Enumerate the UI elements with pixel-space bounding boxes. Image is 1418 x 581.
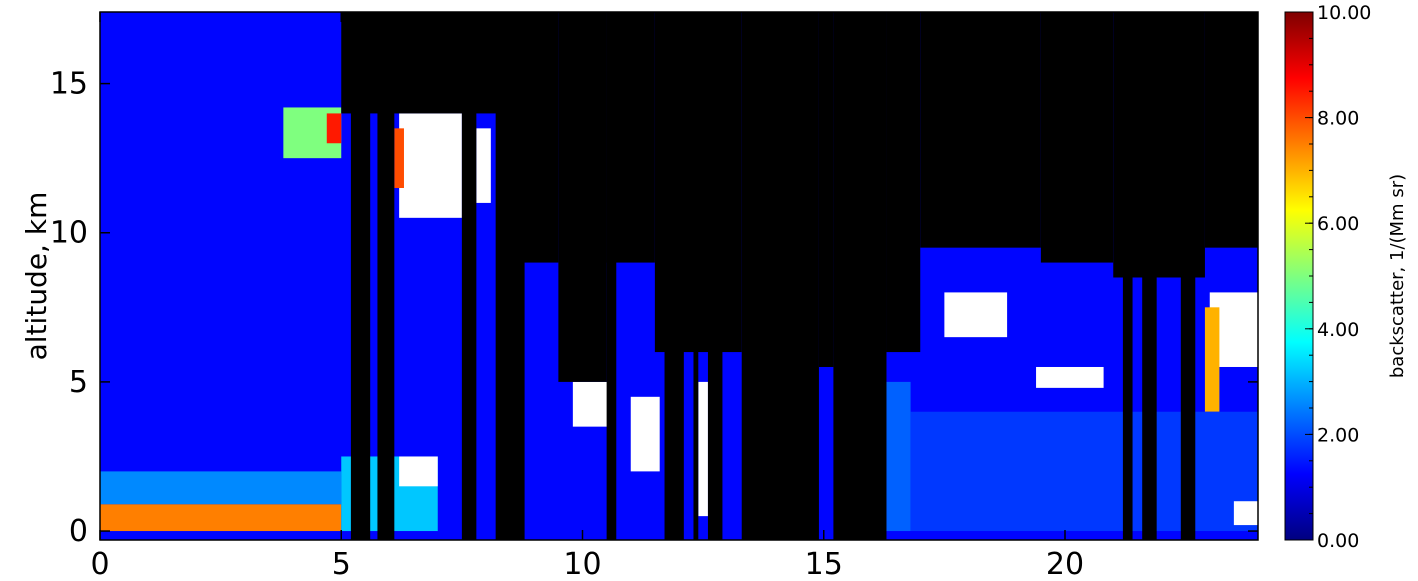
heatmap-region: [572, 381, 612, 427]
colorbar-tick-label: 0.00: [1317, 530, 1359, 552]
no-data-column: [606, 12, 617, 540]
heatmap-region: [944, 292, 1008, 338]
heatmap-region: [100, 471, 342, 505]
colorbar-title: backscatter, 1/(Mm sr): [1387, 174, 1408, 378]
no-data-column: [495, 12, 525, 540]
colorbar-tick-label: 6.00: [1317, 213, 1359, 235]
colorbar-ticks: 0.00 2.00 4.00 6.00 8.00 10.00: [1305, 2, 1371, 552]
x-tick-label: 5: [332, 547, 351, 581]
no-data-column: [707, 12, 723, 540]
heatmap-region: [399, 456, 438, 487]
no-data-region: [886, 12, 921, 353]
no-data-region: [920, 12, 1041, 248]
colorbar-tick-label: 8.00: [1317, 108, 1359, 130]
heatmap-region: [1036, 366, 1104, 388]
y-axis: 0 5 10 15: [50, 67, 1258, 549]
x-axis: 0 5 10 15 20: [90, 12, 1084, 581]
heatmap-region: [100, 504, 342, 532]
heatmap-region: [1204, 307, 1220, 412]
heatmap-region: [476, 128, 491, 203]
heatmap-region: [698, 381, 708, 517]
y-tick-label: 15: [50, 67, 88, 102]
x-tick-label: 15: [805, 547, 843, 581]
no-data-region: [558, 12, 607, 382]
no-data-column: [741, 12, 819, 540]
x-tick-label: 0: [90, 547, 109, 581]
no-data-column: [377, 12, 395, 540]
heatmap-region: [1233, 501, 1258, 526]
x-tick-label: 10: [563, 547, 601, 581]
no-data-column: [664, 12, 684, 540]
heatmap-region: [630, 396, 660, 472]
x-tick-label: 20: [1046, 547, 1084, 581]
heatmap-region: [394, 128, 404, 188]
no-data-column: [833, 12, 887, 540]
no-data-column: [693, 12, 699, 540]
colorbar: 0.00 2.00 4.00 6.00 8.00 10.00 backscatter, 1…: [1284, 2, 1408, 552]
heatmap-region: [910, 411, 1258, 532]
no-data-region: [1040, 12, 1114, 263]
no-data-column: [350, 12, 371, 540]
y-tick-label: 0: [69, 514, 88, 549]
plot-frame: [99, 11, 1259, 541]
no-data-column: [1142, 12, 1157, 540]
no-data-region: [818, 12, 834, 367]
colorbar-tick-label: 10.00: [1317, 2, 1371, 24]
y-tick-label: 10: [50, 216, 88, 251]
no-data-region: [1204, 12, 1258, 248]
heatmap-region: [326, 113, 342, 144]
no-data-column: [1180, 12, 1196, 540]
heatmap-plot-area: [100, 12, 1258, 540]
heatmap-region: [886, 381, 911, 532]
no-data-column: [1122, 12, 1133, 540]
y-axis-title: altitude, km: [20, 192, 53, 361]
colorbar-tick-label: 4.00: [1317, 319, 1359, 341]
no-data-column: [461, 12, 477, 540]
y-tick-label: 5: [69, 365, 88, 400]
colorbar-tick-label: 2.00: [1317, 424, 1359, 446]
heatmap-region: [399, 113, 462, 218]
colorbar-gradient: [1284, 11, 1314, 541]
